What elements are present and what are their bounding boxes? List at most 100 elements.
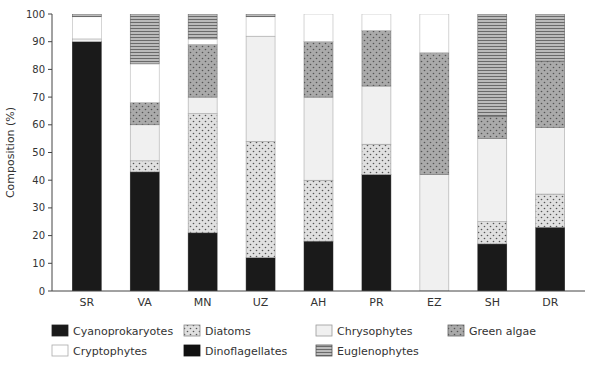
y-tick [48, 235, 52, 236]
bar-segment [188, 44, 217, 97]
bar-segment [478, 139, 507, 222]
y-tick [48, 180, 52, 181]
bar-segment [304, 14, 333, 15]
legend-label: Chrysophytes [337, 325, 413, 338]
bar-segment [304, 241, 333, 291]
y-tick [48, 69, 52, 70]
bar-segment [72, 42, 101, 291]
bar-segment [188, 14, 217, 39]
legend-label: Dinoflagellates [205, 345, 288, 358]
bar-segment [362, 31, 391, 86]
legend-label: Cryptophytes [73, 345, 147, 358]
legend-swatch [316, 325, 332, 336]
y-tick-label: 40 [32, 175, 45, 186]
bar-segment [130, 64, 159, 103]
y-tick [48, 263, 52, 264]
bar-segment [420, 14, 449, 15]
legend-swatch [184, 345, 200, 356]
bar-segment [72, 39, 101, 42]
bar-segment [304, 14, 333, 15]
x-tick-label: SR [79, 296, 94, 309]
legend-swatch [52, 325, 68, 336]
y-tick-label: 70 [32, 92, 45, 103]
bar-segment [420, 175, 449, 291]
bar-segment [362, 86, 391, 144]
legend-swatch [448, 325, 464, 336]
bar-segment [246, 14, 275, 17]
bars [72, 14, 564, 291]
bar-segment [130, 14, 159, 64]
bar-segment [420, 14, 449, 15]
bar-segment [362, 175, 391, 291]
y-tick [48, 207, 52, 208]
bar-segment [362, 14, 391, 31]
bar-segment [420, 14, 449, 53]
bar-segment [304, 97, 333, 180]
bar-segment [362, 14, 391, 15]
x-tick-label: PR [369, 296, 384, 309]
bar-segment [246, 141, 275, 257]
bar-segment [188, 39, 217, 45]
legend-label: Diatoms [205, 325, 251, 338]
bar-segment [246, 36, 275, 141]
y-tick [48, 291, 52, 292]
bar-segment [536, 128, 565, 194]
bar-segment [304, 180, 333, 241]
x-tick-label: MN [194, 296, 212, 309]
y-axis-label: Composition (%) [4, 107, 17, 198]
y-tick-label: 100 [26, 9, 45, 20]
legend-swatch [184, 325, 200, 336]
x-axis [52, 291, 585, 292]
bar-segment [478, 116, 507, 138]
x-tick-label: SH [485, 296, 500, 309]
bar-segment [362, 14, 391, 15]
y-tick [48, 152, 52, 153]
bar-segment [536, 227, 565, 291]
bar-segment [246, 258, 275, 291]
bar-segment [188, 233, 217, 291]
bar-segment [188, 114, 217, 233]
y-tick-label: 10 [32, 258, 45, 269]
chart: 0 10 20 30 40 50 60 70 80 90 100 SR VA MN UZ AH PR EZ SH DR… [0, 0, 599, 379]
bar-segment [304, 14, 333, 42]
bar-segment [304, 42, 333, 97]
bar-segment [246, 17, 275, 36]
legend-label: Euglenophytes [337, 345, 419, 358]
bar-segment [536, 61, 565, 127]
bar-segment [478, 244, 507, 291]
y-tick-label: 50 [32, 147, 45, 158]
bar-segment [536, 14, 565, 61]
bar-segment [72, 17, 101, 39]
bar-segment [188, 97, 217, 114]
x-tick-label: EZ [427, 296, 442, 309]
legend: Cyanoprokaryotes Diatoms Chrysophytes Green… [52, 325, 536, 358]
bar-segment [478, 14, 507, 116]
x-tick-label: DR [542, 296, 558, 309]
bar-segment [130, 161, 159, 172]
x-tick-label: UZ [253, 296, 269, 309]
legend-label: Cyanoprokaryotes [73, 325, 173, 338]
y-tick-label: 20 [32, 230, 45, 241]
y-tick-label: 60 [32, 119, 45, 130]
y-tick-label: 0 [39, 286, 45, 297]
legend-swatch [316, 345, 332, 356]
bar-segment [420, 53, 449, 175]
y-tick [48, 14, 52, 15]
x-tick-label: AH [311, 296, 327, 309]
y-tick-label: 30 [32, 202, 45, 213]
bar-segment [536, 194, 565, 227]
y-tick [48, 124, 52, 125]
legend-label: Green algae [469, 325, 536, 338]
bar-segment [130, 172, 159, 291]
bar-segment [130, 125, 159, 161]
bar-segment [362, 144, 391, 174]
y-tick [48, 41, 52, 42]
x-tick-label: VA [138, 296, 153, 309]
y-tick [48, 97, 52, 98]
bar-segment [72, 14, 101, 17]
y-tick-label: 80 [32, 64, 45, 75]
legend-swatch [52, 345, 68, 356]
bar-segment [478, 222, 507, 244]
y-tick-label: 90 [32, 36, 45, 47]
bar-segment [130, 103, 159, 125]
